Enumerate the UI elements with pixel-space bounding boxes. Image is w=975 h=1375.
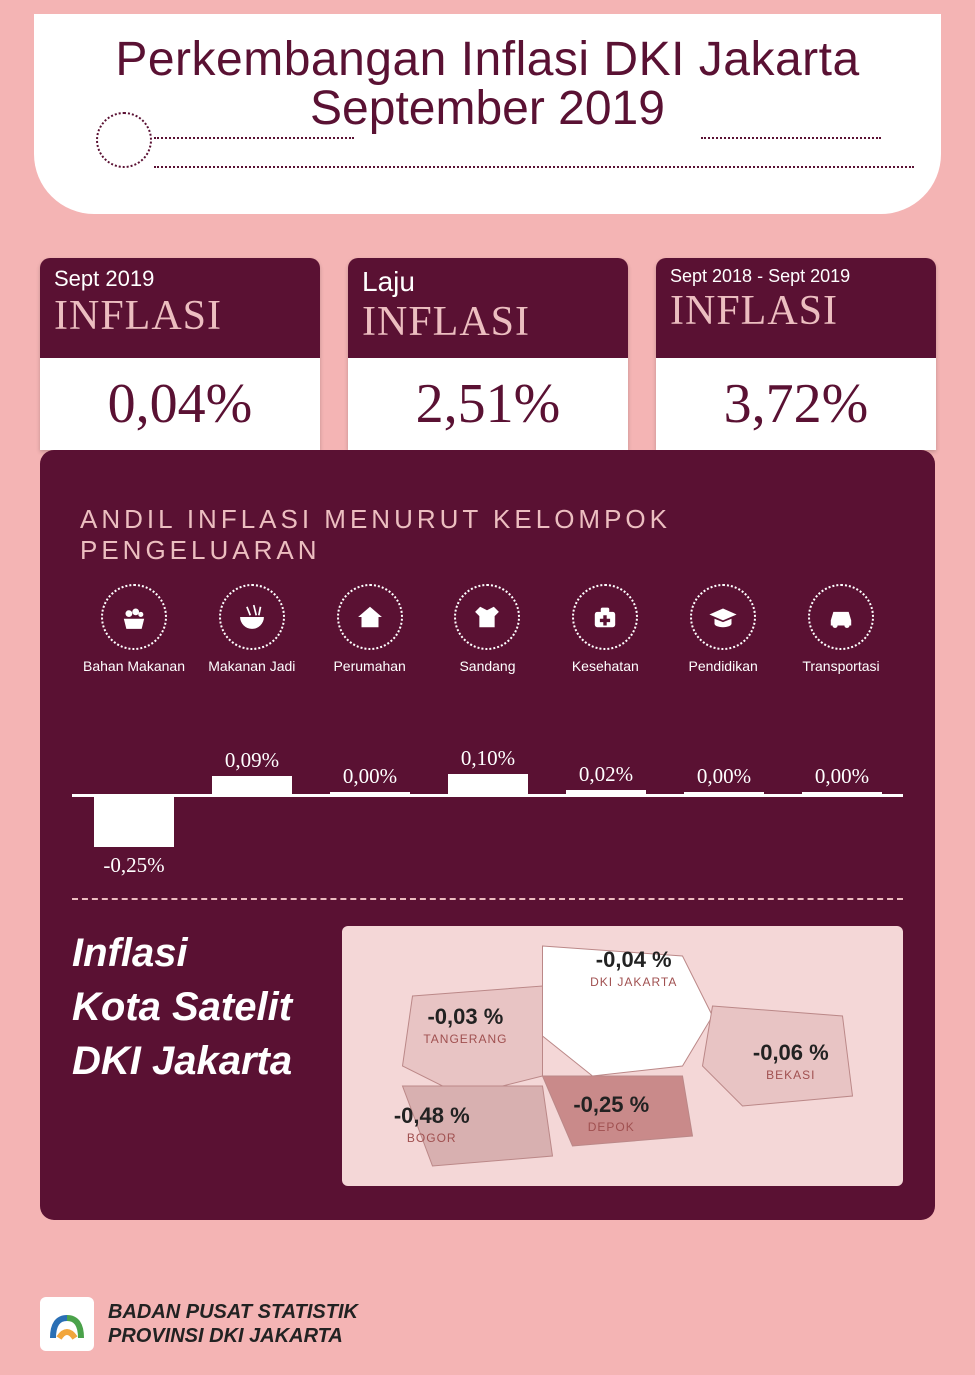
category-item: Perumahan	[314, 584, 426, 674]
category-item: Pendidikan	[667, 584, 779, 674]
header-title-line2: September 2019	[34, 81, 941, 136]
map-region-name: DEPOK	[573, 1120, 649, 1134]
header-deco-dots-right	[701, 137, 881, 139]
satellite-title-line3: DKI Jakarta	[72, 1034, 342, 1088]
bar-chart-axis	[72, 794, 903, 797]
stat-card-header: Laju INFLASI	[348, 258, 628, 358]
main-panel: ANDIL INFLASI MENURUT KELOMPOK PENGELUAR…	[40, 450, 935, 1220]
stat-value: 0,04%	[108, 372, 253, 436]
map-region-value: -0,03 %	[423, 1004, 507, 1030]
bps-logo-svg	[47, 1304, 87, 1344]
panel-title: ANDIL INFLASI MENURUT KELOMPOK PENGELUAR…	[80, 504, 903, 566]
bar-value-label: 0,09%	[196, 748, 308, 773]
stat-inflasi-word: INFLASI	[670, 287, 922, 335]
stat-subtitle: Sept 2019	[54, 266, 306, 292]
map-region-value: -0,06 %	[753, 1040, 829, 1066]
car-icon	[808, 584, 874, 650]
map-region-label: -0,48 % BOGOR	[394, 1103, 470, 1145]
bar-rect	[448, 774, 528, 794]
shirt-icon	[454, 584, 520, 650]
bar-rect	[330, 792, 410, 794]
header-deco-dots-bottom	[154, 166, 914, 168]
bowl-icon	[219, 584, 285, 650]
bar-rect	[802, 792, 882, 794]
map-region-label: -0,04 % DKI JAKARTA	[590, 947, 677, 989]
footer-line2: PROVINSI DKI JAKARTA	[108, 1324, 358, 1348]
stat-card-value-box: 2,51%	[348, 358, 628, 450]
house-icon	[337, 584, 403, 650]
footer: BADAN PUSAT STATISTIK PROVINSI DKI JAKAR…	[40, 1297, 358, 1351]
category-item: Sandang	[431, 584, 543, 674]
category-label: Perumahan	[314, 658, 426, 674]
map-region-name: BOGOR	[394, 1131, 470, 1145]
bar-value-label: 0,00%	[314, 764, 426, 789]
bar-value-label: 0,00%	[786, 764, 898, 789]
header-deco-dots-left	[154, 137, 354, 139]
header-deco-circle	[96, 112, 152, 168]
stat-card-yoy: Sept 2018 - Sept 2019 INFLASI 3,72%	[656, 258, 936, 450]
map-region-value: -0,04 %	[590, 947, 677, 973]
satellite-map: -0,04 % DKI JAKARTA -0,03 % TANGERANG -0,06 …	[342, 926, 903, 1186]
map-region-value: -0,48 %	[394, 1103, 470, 1129]
map-region-label: -0,06 % BEKASI	[753, 1040, 829, 1082]
bar-value-label: 0,00%	[668, 764, 780, 789]
bar-chart: -0,25%0,09%0,00%0,10%0,02%0,00%0,00%	[72, 710, 903, 880]
category-label: Bahan Makanan	[78, 658, 190, 674]
category-label: Kesehatan	[549, 658, 661, 674]
stat-card-value-box: 3,72%	[656, 358, 936, 450]
header-title-line1: Perkembangan Inflasi DKI Jakarta	[34, 32, 941, 87]
footer-text: BADAN PUSAT STATISTIK PROVINSI DKI JAKAR…	[108, 1300, 358, 1348]
stat-card-header: Sept 2018 - Sept 2019 INFLASI	[656, 258, 936, 358]
stat-card-monthly: Sept 2019 INFLASI 0,04%	[40, 258, 320, 450]
food-basket-icon	[101, 584, 167, 650]
map-region-label: -0,25 % DEPOK	[573, 1092, 649, 1134]
satellite-section: Inflasi Kota Satelit DKI Jakarta -0,04 %…	[72, 926, 903, 1186]
grad-cap-icon	[690, 584, 756, 650]
satellite-title-line1: Inflasi	[72, 926, 342, 980]
map-region-name: DKI JAKARTA	[590, 975, 677, 989]
stat-card-header: Sept 2019 INFLASI	[40, 258, 320, 358]
map-region-value: -0,25 %	[573, 1092, 649, 1118]
map-region-label: -0,03 % TANGERANG	[423, 1004, 507, 1046]
medkit-icon	[572, 584, 638, 650]
section-divider	[72, 898, 903, 900]
category-label: Makanan Jadi	[196, 658, 308, 674]
stat-subtitle: Sept 2018 - Sept 2019	[670, 266, 922, 287]
bar-rect	[212, 776, 292, 794]
bar-value-label: -0,25%	[78, 853, 190, 878]
category-item: Makanan Jadi	[196, 584, 308, 674]
bar-value-label: 0,10%	[432, 746, 544, 771]
stat-card-laju: Laju INFLASI 2,51%	[348, 258, 628, 450]
stat-inflasi-word: INFLASI	[54, 292, 306, 340]
bar-rect	[94, 797, 174, 847]
bar-rect	[684, 792, 764, 794]
category-label: Sandang	[431, 658, 543, 674]
stat-subtitle: Laju	[362, 266, 614, 298]
stat-value: 2,51%	[416, 372, 561, 436]
map-region-name: BEKASI	[753, 1068, 829, 1082]
bps-logo-icon	[40, 1297, 94, 1351]
stat-inflasi-word: INFLASI	[362, 298, 614, 346]
category-row: Bahan Makanan Makanan Jadi Perumahan Sandan…	[72, 584, 903, 674]
category-item: Kesehatan	[549, 584, 661, 674]
category-item: Transportasi	[785, 584, 897, 674]
satellite-title-line2: Kota Satelit	[72, 980, 342, 1034]
header-card: Perkembangan Inflasi DKI Jakarta Septemb…	[34, 14, 941, 214]
bar-value-label: 0,02%	[550, 762, 662, 787]
satellite-title: Inflasi Kota Satelit DKI Jakarta	[72, 926, 342, 1186]
stat-value: 3,72%	[724, 372, 869, 436]
footer-line1: BADAN PUSAT STATISTIK	[108, 1300, 358, 1324]
category-label: Transportasi	[785, 658, 897, 674]
map-region-name: TANGERANG	[423, 1032, 507, 1046]
category-label: Pendidikan	[667, 658, 779, 674]
category-item: Bahan Makanan	[78, 584, 190, 674]
stat-card-value-box: 0,04%	[40, 358, 320, 450]
bar-rect	[566, 790, 646, 794]
